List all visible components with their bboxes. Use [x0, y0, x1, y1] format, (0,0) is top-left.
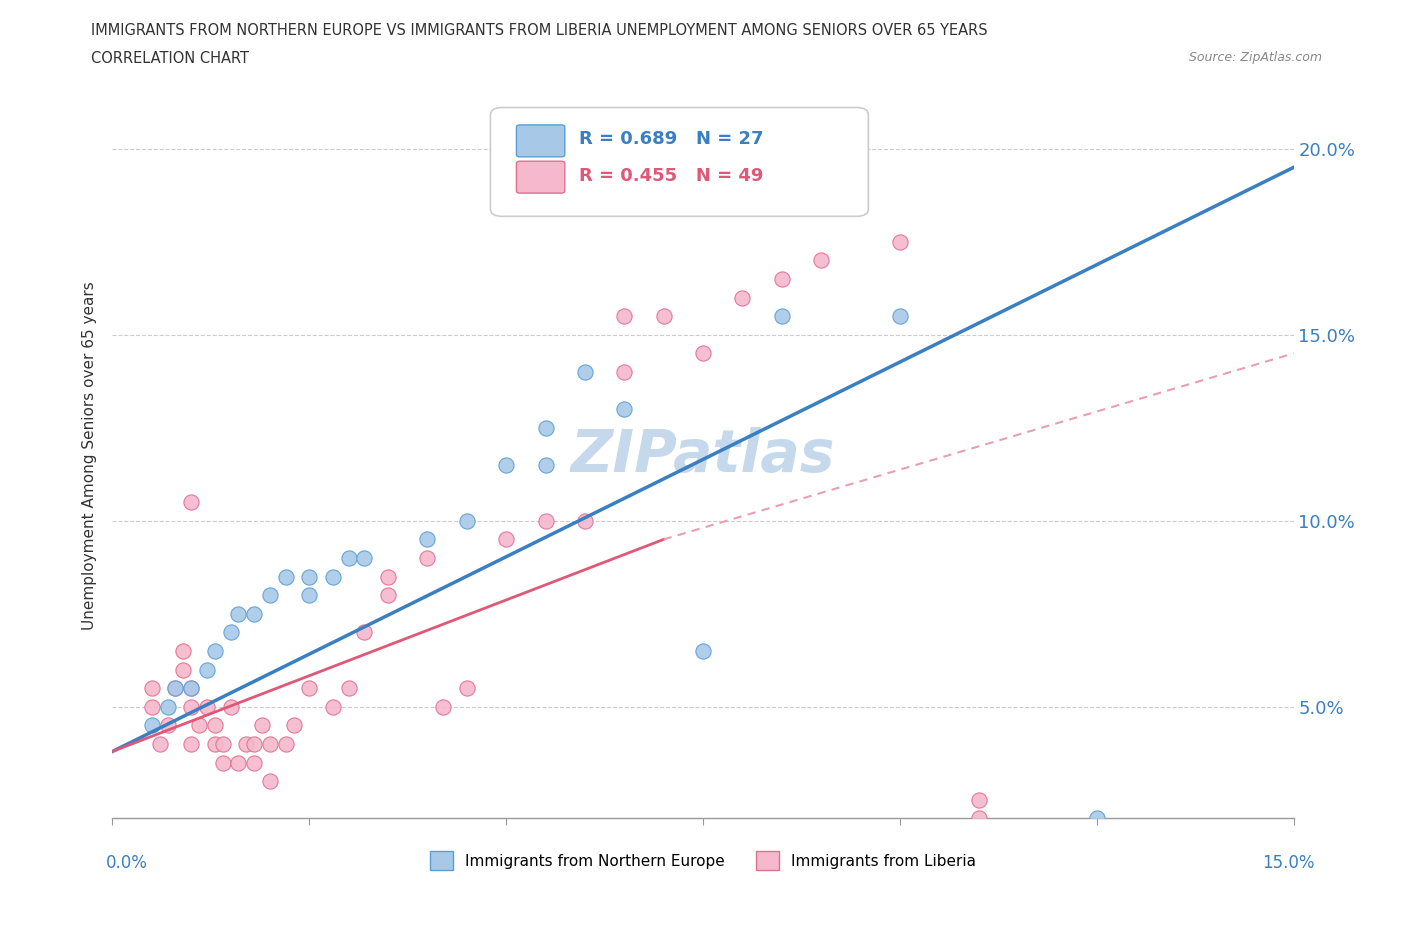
Text: 15.0%: 15.0%	[1263, 854, 1315, 872]
Point	[613, 309, 636, 324]
Point	[180, 737, 202, 751]
Text: R = 0.689   N = 27: R = 0.689 N = 27	[579, 130, 763, 149]
Point	[204, 644, 226, 658]
Point	[219, 699, 242, 714]
Point	[243, 755, 266, 770]
Point	[188, 718, 211, 733]
Point	[613, 402, 636, 417]
Point	[534, 513, 557, 528]
Point	[574, 513, 596, 528]
Point	[967, 792, 990, 807]
Point	[810, 253, 832, 268]
Text: Source: ZipAtlas.com: Source: ZipAtlas.com	[1188, 51, 1322, 64]
Point	[692, 644, 714, 658]
Text: R = 0.455   N = 49: R = 0.455 N = 49	[579, 166, 763, 185]
Point	[613, 365, 636, 379]
Point	[692, 346, 714, 361]
Point	[204, 718, 226, 733]
Text: CORRELATION CHART: CORRELATION CHART	[91, 51, 249, 66]
Point	[259, 774, 281, 789]
Point	[889, 234, 911, 249]
Point	[243, 606, 266, 621]
Point	[180, 495, 202, 510]
Point	[322, 569, 344, 584]
Point	[156, 699, 179, 714]
Text: 0.0%: 0.0%	[105, 854, 148, 872]
Point	[967, 811, 990, 826]
Point	[274, 569, 297, 584]
Point	[298, 681, 321, 696]
Point	[211, 737, 233, 751]
Point	[889, 309, 911, 324]
Point	[1085, 811, 1108, 826]
Point	[353, 551, 375, 565]
Point	[534, 420, 557, 435]
Point	[149, 737, 172, 751]
Point	[274, 737, 297, 751]
Point	[180, 681, 202, 696]
Point	[456, 513, 478, 528]
Point	[259, 737, 281, 751]
FancyBboxPatch shape	[516, 125, 565, 157]
Point	[204, 737, 226, 751]
Point	[298, 569, 321, 584]
FancyBboxPatch shape	[491, 108, 869, 217]
Point	[770, 309, 793, 324]
Y-axis label: Unemployment Among Seniors over 65 years: Unemployment Among Seniors over 65 years	[82, 282, 97, 631]
Text: ZIPatlas: ZIPatlas	[571, 427, 835, 485]
Point	[416, 551, 439, 565]
Point	[243, 737, 266, 751]
Point	[495, 458, 517, 472]
Point	[259, 588, 281, 603]
Point	[495, 532, 517, 547]
Point	[377, 588, 399, 603]
Point	[731, 290, 754, 305]
Point	[195, 662, 218, 677]
Point	[298, 588, 321, 603]
Point	[165, 681, 187, 696]
Point	[770, 272, 793, 286]
Point	[416, 532, 439, 547]
Text: IMMIGRANTS FROM NORTHERN EUROPE VS IMMIGRANTS FROM LIBERIA UNEMPLOYMENT AMONG SE: IMMIGRANTS FROM NORTHERN EUROPE VS IMMIG…	[91, 23, 988, 38]
Point	[322, 699, 344, 714]
Point	[141, 699, 163, 714]
Point	[180, 699, 202, 714]
Point	[211, 755, 233, 770]
Point	[353, 625, 375, 640]
Point	[228, 606, 250, 621]
Point	[534, 458, 557, 472]
Point	[337, 681, 360, 696]
Point	[235, 737, 257, 751]
Point	[172, 644, 194, 658]
Point	[652, 309, 675, 324]
Point	[574, 365, 596, 379]
Point	[180, 681, 202, 696]
Point	[141, 718, 163, 733]
Point	[165, 681, 187, 696]
Point	[195, 699, 218, 714]
Point	[377, 569, 399, 584]
Point	[172, 662, 194, 677]
Point	[156, 718, 179, 733]
Point	[432, 699, 454, 714]
Point	[283, 718, 305, 733]
Legend: Immigrants from Northern Europe, Immigrants from Liberia: Immigrants from Northern Europe, Immigra…	[425, 845, 981, 876]
Point	[219, 625, 242, 640]
Point	[250, 718, 273, 733]
Point	[228, 755, 250, 770]
FancyBboxPatch shape	[516, 161, 565, 193]
Point	[456, 681, 478, 696]
Point	[337, 551, 360, 565]
Point	[141, 681, 163, 696]
